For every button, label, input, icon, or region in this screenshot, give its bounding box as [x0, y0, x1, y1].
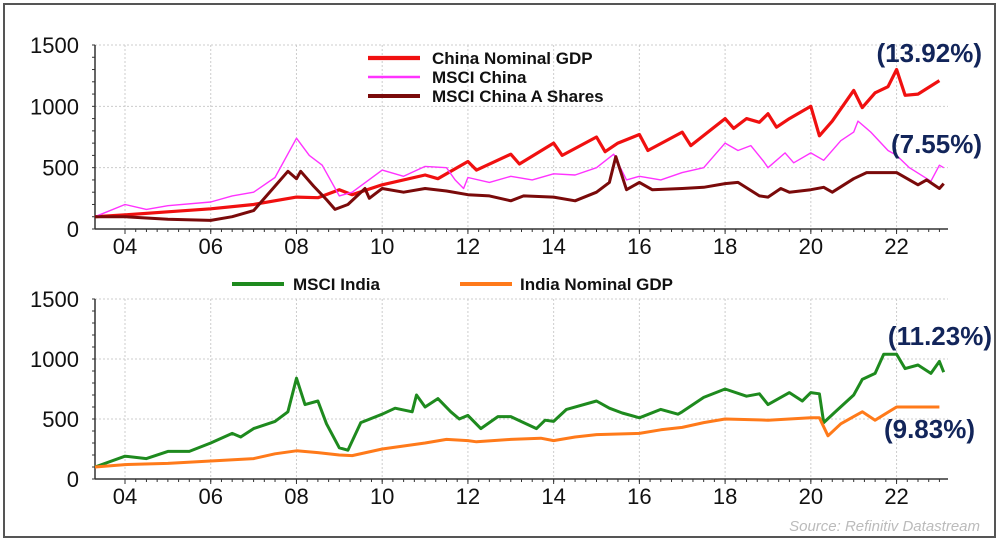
legend-label-msci-china: MSCI China — [432, 68, 527, 87]
x-tick-label: 08 — [284, 484, 308, 509]
y-tick-label: 1000 — [30, 94, 79, 119]
cagr-annotation: (7.55%) — [891, 129, 982, 159]
y-tick-label: 1500 — [30, 33, 79, 58]
y-tick-label: 1000 — [30, 347, 79, 372]
series-line-msci-china-a-shares — [95, 155, 945, 222]
x-tick-label: 20 — [799, 484, 823, 509]
y-tick-label: 500 — [42, 156, 79, 181]
legend-label-msci-india: MSCI India — [293, 275, 380, 294]
cagr-annotation: (11.23%) — [888, 321, 992, 351]
y-tick-label: 0 — [67, 217, 79, 242]
source-note: Source: Refinitiv Datastream — [789, 518, 980, 535]
x-tick-label: 16 — [627, 234, 651, 259]
x-tick-label: 20 — [799, 234, 823, 259]
cagr-annotation: (9.83%) — [884, 414, 975, 444]
y-tick-label: 1500 — [30, 287, 79, 312]
x-tick-label: 10 — [370, 484, 394, 509]
x-tick-label: 14 — [541, 484, 565, 509]
series-line-india-nominal-gdp — [94, 405, 940, 469]
x-tick-label: 06 — [198, 484, 222, 509]
cagr-annotation: (13.92%) — [877, 38, 983, 68]
legend-label-india-nominal-gdp: India Nominal GDP — [520, 275, 673, 294]
x-tick-label: 04 — [113, 484, 137, 509]
series-line-msci-china — [94, 120, 945, 218]
india-panel: 0 500 1000 1500 04 06 08 10 12 14 16 18 20 22 MSCI Ind… — [30, 275, 992, 509]
x-tick-label: 22 — [884, 484, 908, 509]
x-tick-label: 12 — [456, 234, 480, 259]
chart-frame — [3, 3, 996, 538]
y-tick-label: 500 — [42, 407, 79, 432]
x-tick-label: 06 — [198, 234, 222, 259]
series-line-msci-india — [94, 352, 946, 469]
legend-label-msci-china-a-shares: MSCI China A Shares — [432, 87, 604, 106]
x-tick-label: 18 — [713, 234, 737, 259]
x-tick-label: 16 — [627, 484, 651, 509]
x-tick-label: 12 — [456, 484, 480, 509]
x-tick-label: 08 — [284, 234, 308, 259]
china-panel: 0 500 1000 1500 04 06 08 10 12 14 16 18 20 22 China No… — [30, 33, 982, 259]
legend-label-china-nominal-gdp: China Nominal GDP — [432, 49, 593, 68]
x-tick-label: 18 — [713, 484, 737, 509]
y-tick-label: 0 — [67, 467, 79, 492]
series-line-china-nominal-gdp — [94, 67, 941, 219]
x-tick-label: 22 — [884, 234, 908, 259]
x-tick-label: 14 — [541, 234, 565, 259]
x-tick-label: 10 — [370, 234, 394, 259]
x-tick-label: 04 — [113, 234, 137, 259]
